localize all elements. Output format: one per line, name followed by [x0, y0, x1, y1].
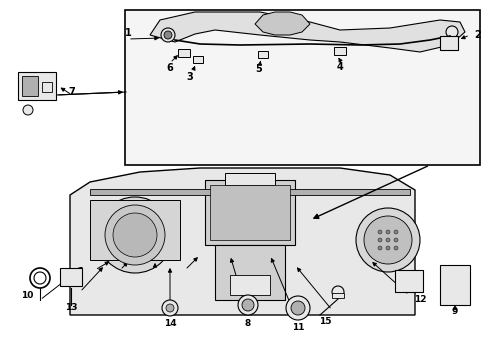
Polygon shape — [255, 12, 310, 35]
Text: 4: 4 — [337, 62, 343, 72]
Circle shape — [238, 295, 258, 315]
Bar — [210, 185, 290, 240]
Bar — [205, 180, 295, 245]
Circle shape — [23, 105, 33, 115]
Circle shape — [394, 230, 398, 234]
Text: 1: 1 — [124, 28, 131, 38]
Circle shape — [386, 238, 390, 242]
Circle shape — [97, 197, 173, 273]
Circle shape — [291, 301, 305, 315]
Text: 8: 8 — [245, 319, 251, 328]
Bar — [125, 10, 480, 165]
Bar — [22, 76, 38, 96]
Text: 15: 15 — [319, 318, 331, 327]
Text: 14: 14 — [164, 319, 176, 328]
Text: 5: 5 — [256, 64, 262, 74]
Bar — [90, 189, 410, 195]
Circle shape — [242, 299, 254, 311]
Text: 3: 3 — [187, 72, 194, 82]
Circle shape — [161, 28, 175, 42]
Bar — [90, 200, 180, 260]
Text: 2: 2 — [475, 30, 481, 40]
Circle shape — [113, 213, 157, 257]
Circle shape — [378, 246, 382, 250]
Circle shape — [286, 296, 310, 320]
Bar — [258, 51, 268, 58]
Circle shape — [386, 230, 390, 234]
Bar — [230, 275, 270, 295]
Circle shape — [386, 246, 390, 250]
Bar — [440, 36, 458, 50]
Text: 12: 12 — [414, 296, 426, 305]
Bar — [193, 56, 203, 63]
Circle shape — [166, 304, 174, 312]
Circle shape — [162, 300, 178, 316]
Bar — [178, 49, 190, 57]
Circle shape — [356, 208, 420, 272]
Bar — [18, 72, 56, 100]
Bar — [332, 293, 344, 298]
Circle shape — [105, 205, 165, 265]
Text: 11: 11 — [292, 324, 304, 333]
Bar — [42, 82, 52, 92]
Bar — [440, 265, 470, 305]
Bar — [215, 245, 285, 300]
Circle shape — [364, 216, 412, 264]
Text: 10: 10 — [21, 291, 33, 300]
Bar — [60, 268, 82, 286]
Bar — [334, 47, 346, 55]
Circle shape — [378, 230, 382, 234]
Circle shape — [394, 238, 398, 242]
Text: 6: 6 — [167, 63, 173, 73]
Circle shape — [332, 286, 344, 298]
Bar — [225, 173, 275, 185]
Text: 9: 9 — [452, 307, 458, 316]
Circle shape — [446, 26, 458, 38]
Circle shape — [394, 246, 398, 250]
Circle shape — [378, 238, 382, 242]
Polygon shape — [70, 168, 415, 315]
Circle shape — [164, 31, 172, 39]
Polygon shape — [150, 12, 465, 52]
Text: 13: 13 — [65, 303, 77, 312]
Bar — [395, 270, 423, 292]
Text: 7: 7 — [69, 87, 75, 97]
